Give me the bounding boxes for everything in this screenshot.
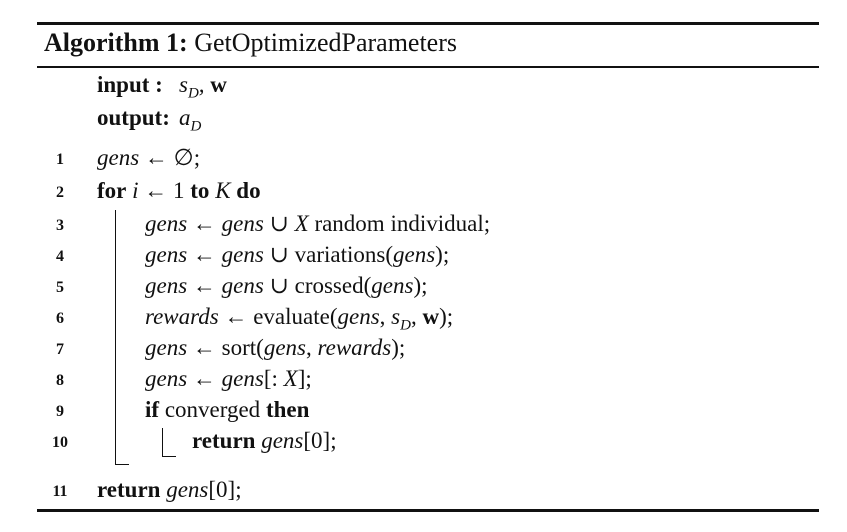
line-number: 5 [56,279,64,296]
line-number: 9 [56,403,64,420]
line-number: 6 [56,310,64,327]
line-text: gens ← gens ∪ variations(gens); [145,242,450,267]
header-rule [37,66,819,68]
output-spec: output: aD [97,105,201,136]
line-text: return gens[0]; [97,477,242,502]
output-label: output: [97,105,170,130]
algorithm-name: GetOptimizedParameters [194,28,457,57]
line-text: if converged then [145,397,310,422]
bottom-rule [37,509,819,512]
line-number: 8 [56,372,64,389]
algorithm-title: Algorithm 1: GetOptimizedParameters [44,28,457,58]
top-rule [37,22,819,25]
line-number: 2 [56,184,64,201]
line-text: gens ← sort(gens, rewards); [145,335,406,360]
line-text: return gens[0]; [192,428,337,453]
for-block-bracket-foot [115,464,129,465]
output-value: aD [179,105,202,135]
line-number: 1 [56,151,64,168]
line-number: 10 [52,434,68,451]
line-text: gens ← gens ∪ X random individual; [145,211,491,236]
line-number: 11 [52,483,68,500]
line-text: for i ← 1 to K do [97,178,261,203]
input-label: input : [97,72,163,97]
input-spec: input : sD, w [97,72,227,103]
line-text: gens ← gens ∪ crossed(gens); [145,273,428,298]
if-block-bracket-foot [162,456,176,457]
for-block-bracket [115,210,116,464]
line-text: rewards ← evaluate(gens, sD, w); [145,304,454,334]
line-text: gens ← ∅; [97,145,201,170]
algorithm-label: Algorithm 1: [44,28,188,57]
line-number: 3 [56,217,64,234]
input-value: sD, w [179,72,227,102]
line-text: gens ← gens[: X]; [145,366,312,391]
line-number: 7 [56,341,64,358]
if-block-bracket [162,428,163,456]
line-number: 4 [56,248,64,265]
